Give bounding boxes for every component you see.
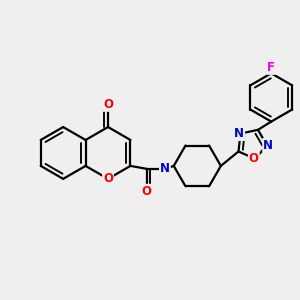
Text: O: O: [142, 185, 152, 198]
Text: O: O: [103, 172, 113, 185]
Text: F: F: [267, 61, 275, 74]
Text: N: N: [263, 139, 273, 152]
Text: N: N: [234, 127, 244, 140]
Text: N: N: [160, 162, 170, 175]
Text: O: O: [103, 98, 113, 111]
Text: O: O: [249, 152, 259, 165]
